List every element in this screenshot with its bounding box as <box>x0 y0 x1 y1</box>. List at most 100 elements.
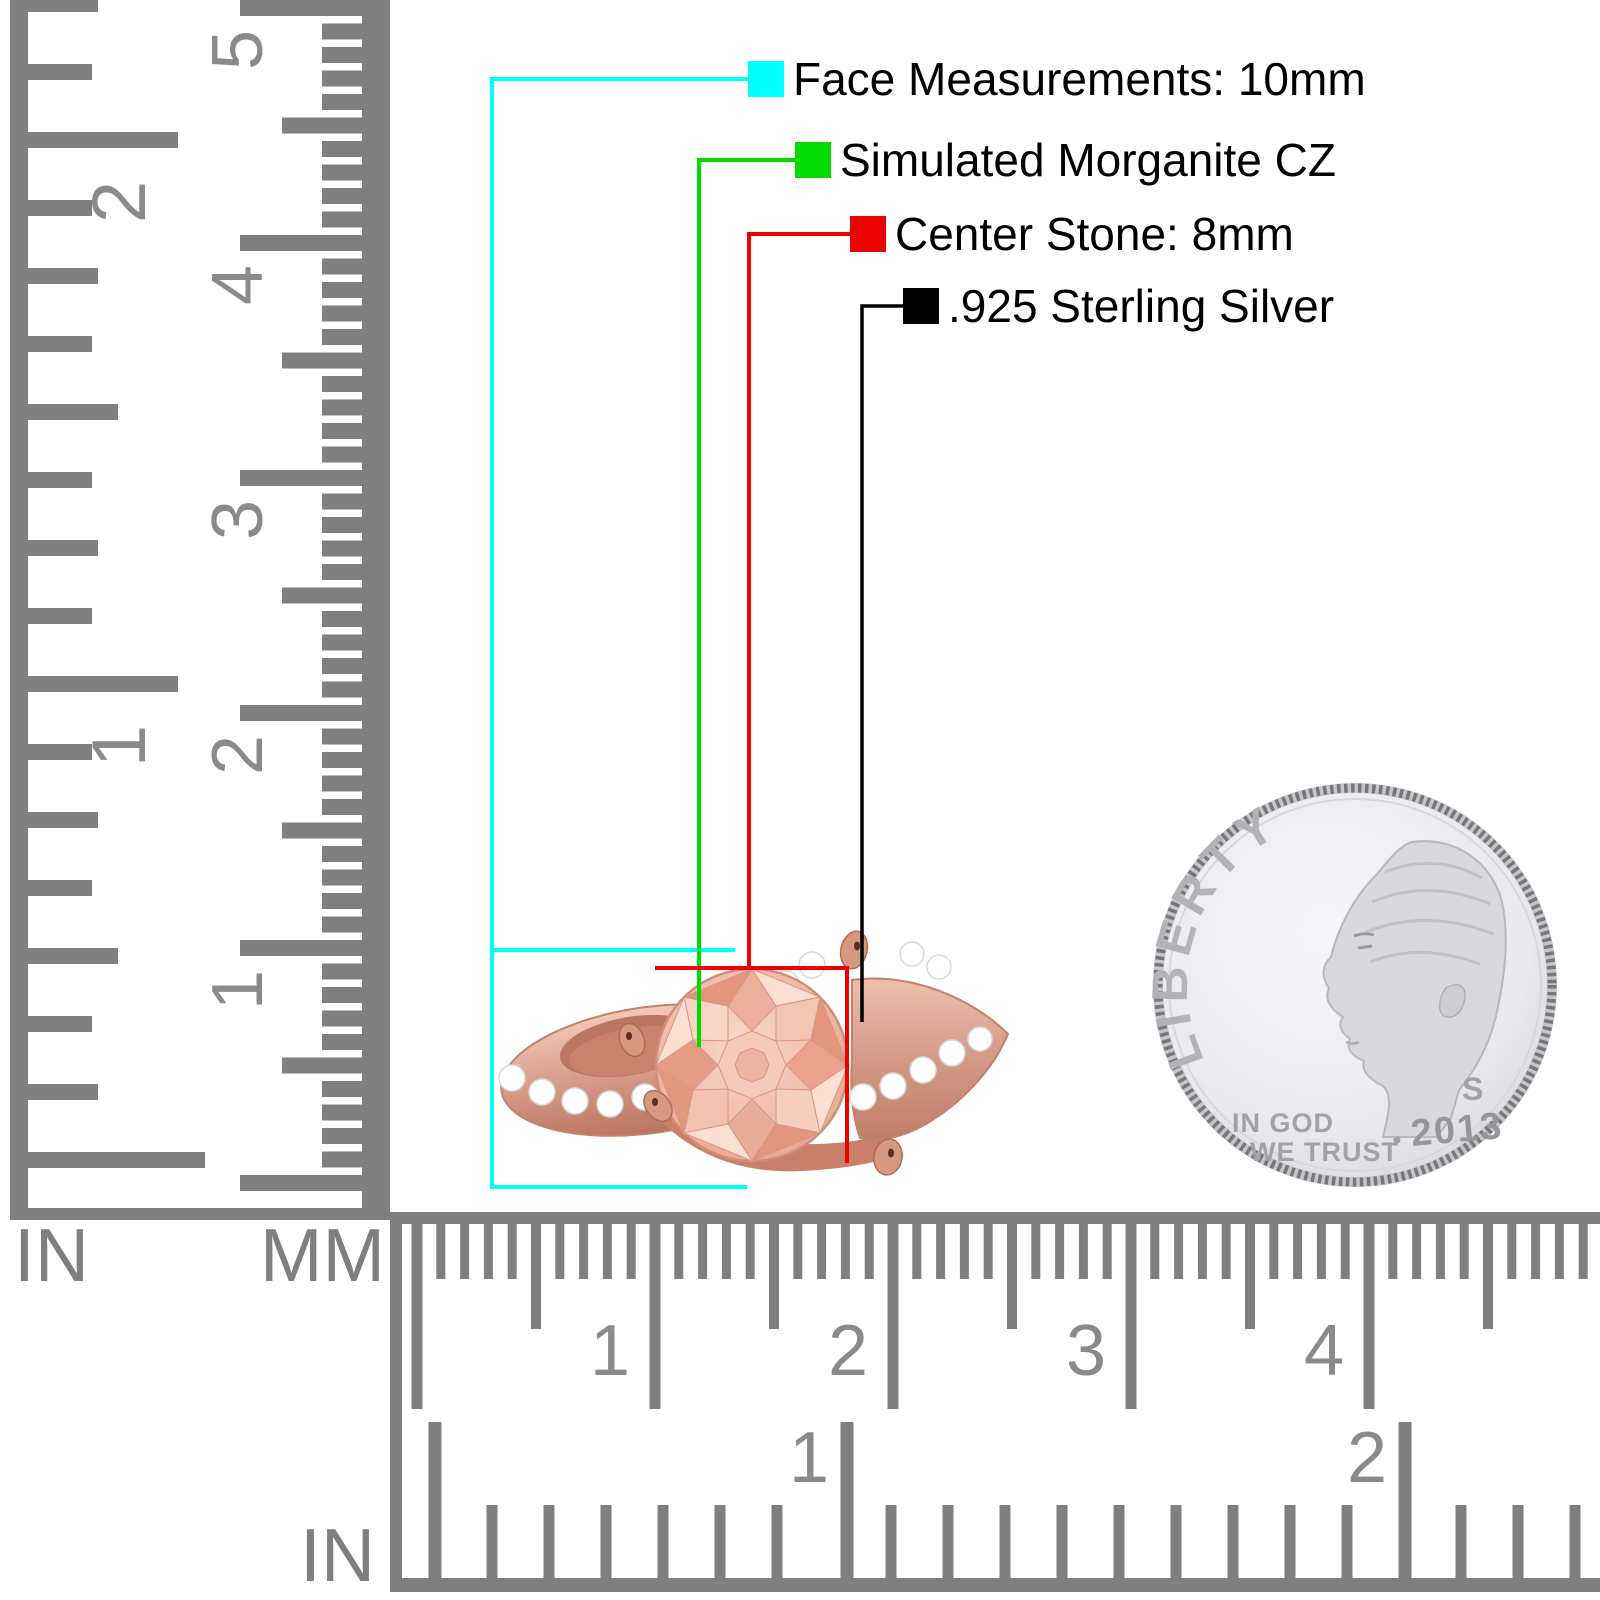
metal-color-swatch <box>903 288 939 324</box>
ruler-number: 4 <box>1304 1311 1344 1391</box>
inch-tick <box>28 1084 98 1100</box>
mm-tick <box>436 1224 446 1279</box>
dime-motto-line2: WE TRUST <box>1250 1137 1399 1167</box>
mm-tick <box>322 681 362 698</box>
tenth-inch-tick <box>486 1505 498 1580</box>
mm-tick <box>1531 1224 1541 1279</box>
tenth-inch-tick <box>999 1505 1011 1580</box>
callout-center-stone: Center Stone: 8mm <box>850 208 1294 260</box>
tenth-inch-tick <box>657 1505 669 1580</box>
ruler-number: 3 <box>198 500 278 540</box>
dime-photo: LIBERTY IN GOD WE TRUST S 2013 <box>1150 783 1557 1187</box>
half-cm-tick <box>282 117 362 134</box>
mm-tick <box>579 1224 589 1279</box>
center-stone-line <box>747 232 850 968</box>
tenth-inch-tick <box>1455 1505 1467 1580</box>
mm-tick <box>322 869 362 886</box>
mm-tick <box>983 1224 993 1279</box>
tenth-inch-tick <box>1569 1505 1581 1580</box>
cm-tick <box>649 1224 661 1409</box>
ruler-number: 1 <box>789 1418 829 1498</box>
mm-tick <box>322 564 362 580</box>
mm-tick <box>322 517 362 533</box>
cm-tick <box>240 0 362 16</box>
inch-tick <box>28 200 92 216</box>
mm-tick <box>1340 1224 1350 1279</box>
vertical-ruler-bottom-edge <box>10 1208 390 1220</box>
tenth-inch-tick <box>771 1505 783 1580</box>
half-cm-tick <box>531 1224 541 1329</box>
mm-tick <box>322 446 362 463</box>
tenth-inch-tick <box>1056 1505 1068 1580</box>
half-cm-tick <box>282 1057 362 1074</box>
mm-tick <box>1578 1224 1588 1279</box>
inch-tick <box>28 472 92 488</box>
mm-tick <box>322 799 362 815</box>
cm-tick <box>240 705 362 721</box>
mm-tick <box>322 94 362 110</box>
face-label: Face Measurements: 10mm <box>793 53 1366 105</box>
mm-tick <box>793 1224 803 1279</box>
mm-tick <box>1459 1224 1469 1279</box>
inch-tick <box>28 336 92 352</box>
half-cm-tick <box>769 1224 779 1329</box>
center-stone-label: Center Stone: 8mm <box>895 208 1294 260</box>
inch-tick <box>28 880 92 896</box>
mm-tick <box>1078 1224 1088 1279</box>
callout-face: Face Measurements: 10mm <box>748 53 1366 105</box>
mm-tick <box>322 728 362 745</box>
dime-motto-line1: IN GOD <box>1232 1108 1334 1138</box>
inch-tick <box>28 540 98 556</box>
mm-tick <box>322 423 362 439</box>
ruler-number: 3 <box>1066 1311 1106 1391</box>
mm-tick <box>1316 1224 1326 1279</box>
tenth-inch-tick <box>1512 1505 1524 1580</box>
mm-tick <box>864 1224 874 1279</box>
half-cm-tick <box>282 352 362 369</box>
mm-tick <box>322 211 362 228</box>
ruler-number: 2 <box>198 735 278 775</box>
mm-tick <box>912 1224 922 1279</box>
inch-tick <box>428 1422 442 1580</box>
tenth-inch-tick <box>1227 1505 1239 1580</box>
mm-tick <box>936 1224 946 1279</box>
mm-tick <box>322 188 362 204</box>
mm-tick <box>322 634 362 651</box>
mm-tick <box>674 1224 684 1279</box>
mm-tick <box>322 1128 362 1144</box>
mm-tick <box>322 493 362 510</box>
metal-label: .925 Sterling Silver <box>948 280 1335 332</box>
mm-tick <box>745 1224 755 1279</box>
ruler-number: 1 <box>198 970 278 1010</box>
mm-tick <box>1102 1224 1112 1279</box>
half-cm-tick <box>1245 1224 1255 1329</box>
tenth-inch-tick <box>1170 1505 1182 1580</box>
tenth-inch-tick <box>885 1505 897 1580</box>
inch-tick <box>28 404 118 420</box>
mm-tick <box>322 305 362 322</box>
ring-photo <box>498 930 1010 1176</box>
mm-tick <box>1221 1224 1231 1279</box>
inch-tick <box>28 812 98 828</box>
tenth-inch-tick <box>543 1505 555 1580</box>
mm-tick <box>322 846 362 862</box>
inch-tick <box>28 948 118 964</box>
cm-tick <box>240 940 362 956</box>
dime-year: 2013 <box>1409 1105 1505 1155</box>
roosevelt-portrait <box>1322 840 1507 1138</box>
metal-pointer-line <box>860 304 903 1022</box>
mm-tick <box>322 47 362 63</box>
mm-tick <box>1031 1224 1041 1279</box>
horizontal-ruler-top-edge <box>390 1212 1600 1224</box>
mm-tick <box>698 1224 708 1279</box>
horizontal-ruler: 1 2 3 4 1 2 <box>390 1212 1600 1592</box>
mm-tick <box>817 1224 827 1279</box>
mm-tick <box>1197 1224 1207 1279</box>
mm-tick <box>322 893 362 909</box>
cm-tick <box>1363 1224 1375 1409</box>
horizontal-ruler-unit-in: IN <box>300 1513 375 1597</box>
mm-tick <box>840 1224 850 1279</box>
mm-tick <box>322 916 362 933</box>
mm-tick <box>322 164 362 181</box>
